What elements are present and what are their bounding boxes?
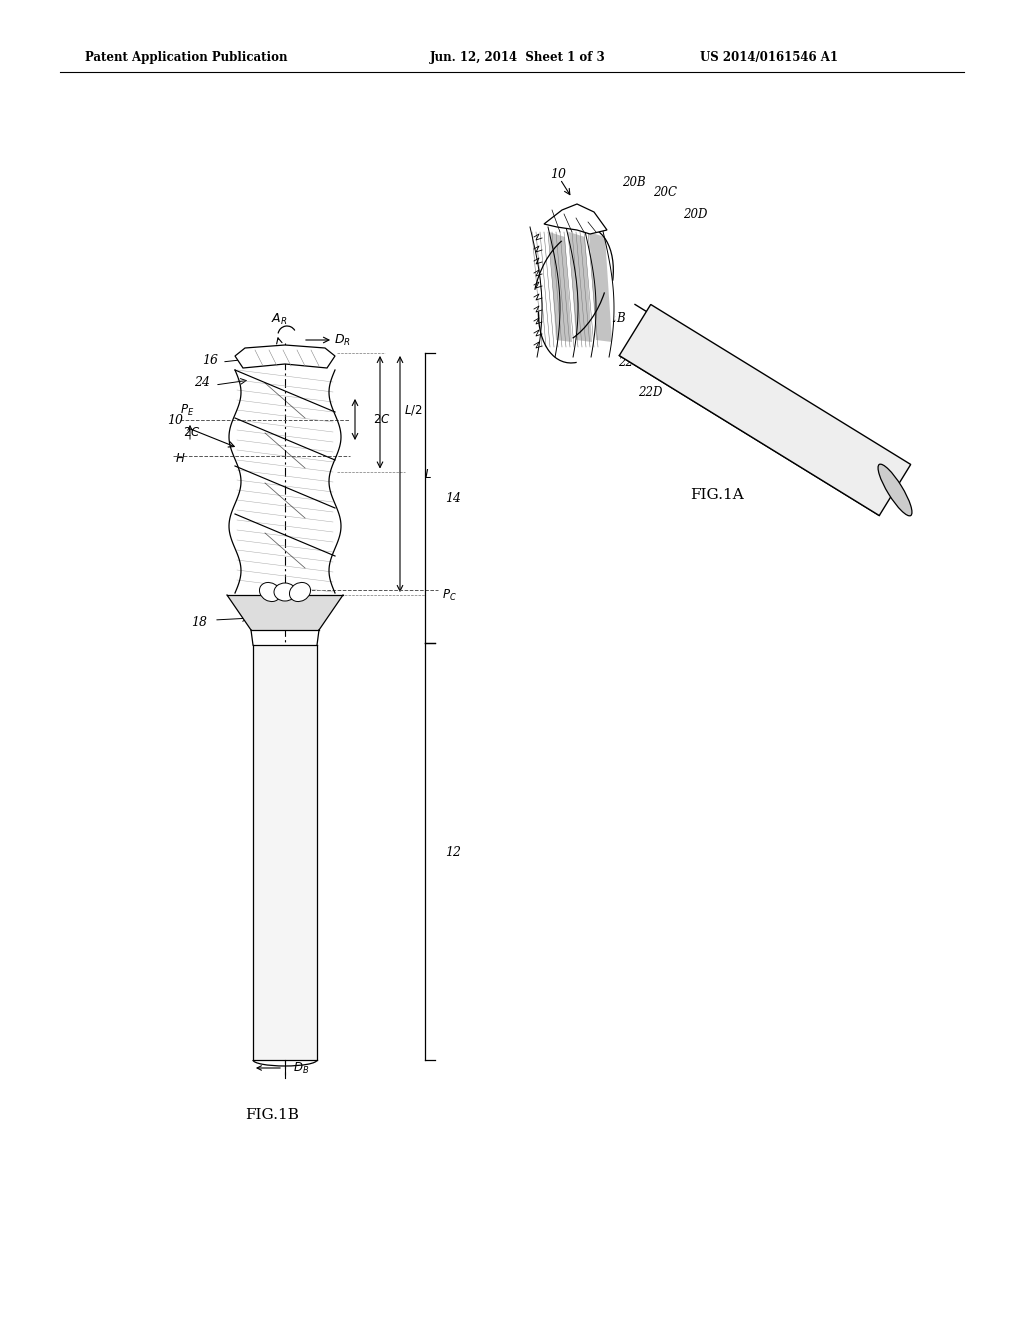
Text: $D_B$: $D_B$ bbox=[293, 1060, 309, 1076]
Text: Jun. 12, 2014  Sheet 1 of 3: Jun. 12, 2014 Sheet 1 of 3 bbox=[430, 51, 606, 65]
Text: $H$: $H$ bbox=[175, 451, 185, 465]
Text: $2C$: $2C$ bbox=[183, 426, 201, 440]
Ellipse shape bbox=[290, 582, 310, 602]
Ellipse shape bbox=[878, 465, 912, 516]
Text: $P_C$: $P_C$ bbox=[442, 587, 457, 602]
Text: 22A: 22A bbox=[574, 279, 597, 292]
Ellipse shape bbox=[274, 583, 296, 601]
Text: $L$: $L$ bbox=[424, 467, 432, 480]
Text: 10: 10 bbox=[550, 169, 566, 181]
Text: 20A: 20A bbox=[563, 234, 587, 247]
Text: $D_R$: $D_R$ bbox=[334, 333, 350, 347]
Text: $P_E$: $P_E$ bbox=[180, 403, 195, 417]
Text: 16: 16 bbox=[202, 354, 218, 367]
Text: FIG.1A: FIG.1A bbox=[690, 488, 743, 502]
Text: $L/2$: $L/2$ bbox=[404, 403, 423, 417]
Text: 14: 14 bbox=[445, 492, 461, 506]
Polygon shape bbox=[234, 345, 335, 368]
Polygon shape bbox=[549, 232, 572, 342]
Text: 12: 12 bbox=[445, 846, 461, 859]
Text: 22C: 22C bbox=[618, 356, 642, 370]
Polygon shape bbox=[227, 595, 343, 630]
Text: US 2014/0161546 A1: US 2014/0161546 A1 bbox=[700, 51, 838, 65]
Text: 20B: 20B bbox=[622, 176, 645, 189]
Ellipse shape bbox=[259, 582, 281, 602]
Polygon shape bbox=[589, 232, 612, 342]
Text: 22D: 22D bbox=[638, 385, 663, 399]
Bar bbox=[253, 645, 317, 1060]
Text: $A_R$: $A_R$ bbox=[270, 312, 288, 326]
Text: 20C: 20C bbox=[653, 186, 677, 198]
Ellipse shape bbox=[517, 220, 628, 363]
Text: 22B: 22B bbox=[602, 312, 626, 325]
Text: 46: 46 bbox=[280, 595, 296, 609]
Polygon shape bbox=[620, 305, 910, 516]
Text: FIG.1B: FIG.1B bbox=[245, 1107, 299, 1122]
Text: $2C$: $2C$ bbox=[373, 413, 390, 426]
Text: Patent Application Publication: Patent Application Publication bbox=[85, 51, 288, 65]
Text: 10: 10 bbox=[167, 413, 183, 426]
Text: 20D: 20D bbox=[683, 209, 708, 222]
Polygon shape bbox=[569, 232, 592, 342]
Text: 18: 18 bbox=[191, 615, 207, 628]
Polygon shape bbox=[544, 205, 607, 234]
Text: 24: 24 bbox=[194, 376, 210, 389]
